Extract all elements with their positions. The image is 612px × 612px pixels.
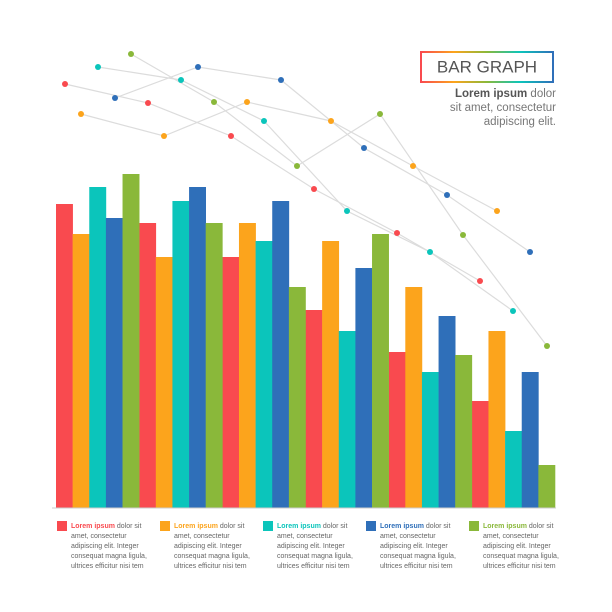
legend-text: adipiscing elit. Integer	[277, 543, 345, 550]
subtitle: Lorem ipsum dolor	[455, 88, 556, 100]
legend-text: adipiscing elit. Integer	[483, 543, 551, 550]
legend-text: dolor sit	[117, 523, 142, 530]
legend-swatch	[469, 521, 479, 531]
bar	[272, 201, 290, 508]
legend-text: amet, consectetur	[277, 533, 333, 540]
legend-text: ultrices efficitur nisi tem	[174, 563, 247, 570]
legend-text: amet, consectetur	[71, 533, 127, 540]
subtitle-bold: Lorem ipsum	[455, 88, 527, 100]
legend-text: consequat magna ligula,	[174, 553, 250, 560]
bar	[122, 174, 140, 508]
bar	[355, 268, 373, 508]
legend-text: amet, consectetur	[380, 533, 436, 540]
bar	[255, 241, 273, 508]
legend-text: amet, consectetur	[483, 533, 539, 540]
legend-text: dolor sit	[529, 523, 554, 530]
legend-text: adipiscing elit. Integer	[71, 543, 139, 550]
legend-text: ultrices efficitur nisi tem	[483, 563, 556, 570]
subtitle-line: dolor	[530, 88, 556, 100]
legend-name: Lorem ipsum	[277, 523, 321, 530]
legend-text: consequat magna ligula,	[380, 553, 456, 560]
legend-text: consequat magna ligula,	[277, 553, 353, 560]
bar	[521, 372, 539, 508]
legend-text: ultrices efficitur nisi tem	[380, 563, 453, 570]
bar	[338, 331, 356, 508]
bar	[72, 234, 90, 508]
legend-name: Lorem ipsum	[71, 523, 115, 530]
legend-text: consequat magna ligula,	[71, 553, 147, 560]
bar	[438, 316, 456, 508]
legend-text: dolor sit	[426, 523, 451, 530]
bar	[488, 331, 506, 508]
bar	[172, 201, 190, 508]
bar	[155, 257, 173, 508]
legend-entry: Lorem ipsum dolor sit	[380, 523, 450, 530]
bar	[405, 287, 423, 508]
legend-name: Lorem ipsum	[174, 523, 218, 530]
legend-text: dolor sit	[323, 523, 348, 530]
bar	[388, 352, 406, 508]
legend-entry: Lorem ipsum dolor sit	[483, 523, 553, 530]
bar	[105, 218, 123, 508]
bar	[139, 223, 157, 508]
legend-name: Lorem ipsum	[483, 523, 527, 530]
bar	[372, 234, 389, 508]
legend-entry: Lorem ipsum dolor sit	[277, 523, 347, 530]
bar	[471, 401, 489, 508]
legend-text: dolor sit	[220, 523, 245, 530]
legend-entry: Lorem ipsum dolor sit	[174, 523, 244, 530]
legend-swatch	[366, 521, 376, 531]
legend-text: consequat magna ligula,	[483, 553, 559, 560]
bar	[189, 187, 206, 508]
legend-text: adipiscing elit. Integer	[380, 543, 448, 550]
bar	[505, 431, 523, 508]
legend-swatch	[57, 521, 67, 531]
legend-text: adipiscing elit. Integer	[174, 543, 242, 550]
bar	[56, 204, 73, 508]
subtitle-line: adipiscing elit.	[484, 116, 556, 128]
bar	[455, 355, 473, 508]
legend-swatch	[263, 521, 273, 531]
legend-name: Lorem ipsum	[380, 523, 424, 530]
subtitle-line: sit amet, consectetur	[450, 102, 556, 114]
legend-text: amet, consectetur	[174, 533, 230, 540]
legend-text: ultrices efficitur nisi tem	[71, 563, 144, 570]
legend-swatch	[160, 521, 170, 531]
bar	[538, 465, 556, 508]
chart-title: BAR GRAPH	[437, 57, 537, 76]
title-box	[420, 51, 554, 83]
bar	[89, 187, 107, 508]
decoration	[62, 51, 550, 349]
bar	[288, 287, 306, 508]
bar	[322, 241, 340, 508]
bar	[205, 223, 223, 508]
legend-text: ultrices efficitur nisi tem	[277, 563, 350, 570]
bar	[222, 257, 240, 508]
bar	[421, 372, 439, 508]
bar	[305, 310, 323, 508]
bar	[238, 223, 256, 508]
legend-entry: Lorem ipsum dolor sit	[71, 523, 141, 530]
